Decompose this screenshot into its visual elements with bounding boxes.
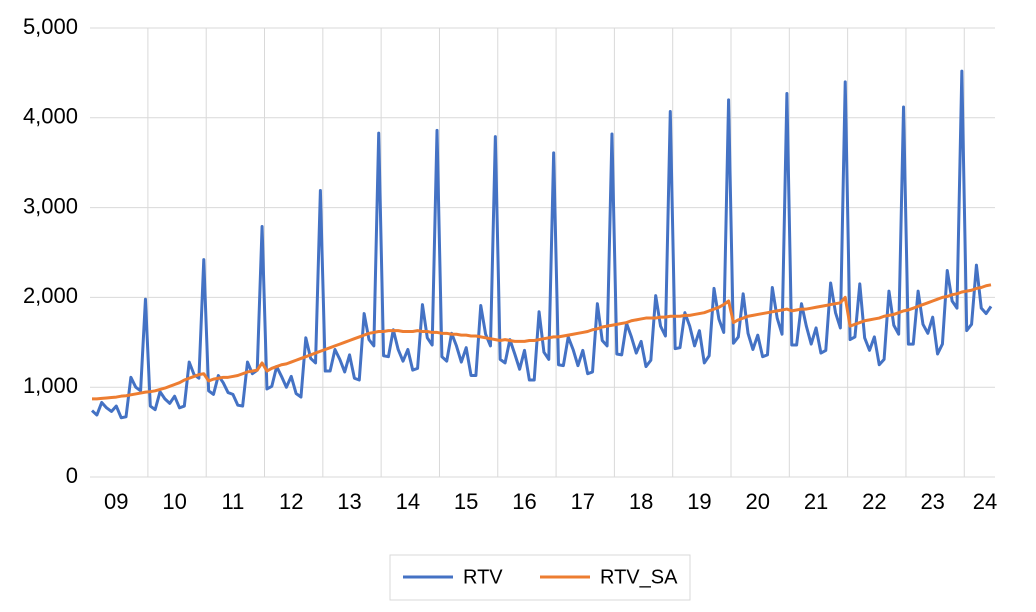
x-tick-label: 22 <box>862 489 886 514</box>
x-tick-label: 11 <box>222 489 245 514</box>
y-tick-label: 3,000 <box>23 193 78 218</box>
y-tick-label: 2,000 <box>23 283 78 308</box>
x-tick-label: 13 <box>337 489 361 514</box>
x-tick-label: 20 <box>746 489 770 514</box>
legend-label: RTV <box>463 566 503 588</box>
x-tick-label: 12 <box>279 489 303 514</box>
y-tick-label: 1,000 <box>23 373 78 398</box>
x-tick-label: 18 <box>629 489 653 514</box>
x-tick-label: 17 <box>571 489 595 514</box>
x-tick-label: 19 <box>687 489 711 514</box>
y-tick-label: 5,000 <box>23 14 78 39</box>
x-tick-label: 23 <box>920 489 944 514</box>
legend-label: RTV_SA <box>600 566 678 588</box>
x-tick-label: 14 <box>396 489 420 514</box>
x-tick-label: 21 <box>804 489 828 514</box>
x-tick-label: 10 <box>162 489 186 514</box>
y-tick-label: 4,000 <box>23 104 78 129</box>
x-tick-label: 15 <box>454 489 478 514</box>
x-tick-label: 09 <box>104 489 128 514</box>
line <box>92 283 992 401</box>
y-tick-label: 0 <box>66 463 78 488</box>
line <box>90 69 993 420</box>
x-tick-label: 24 <box>973 489 997 514</box>
x-tick-label: 16 <box>512 489 536 514</box>
